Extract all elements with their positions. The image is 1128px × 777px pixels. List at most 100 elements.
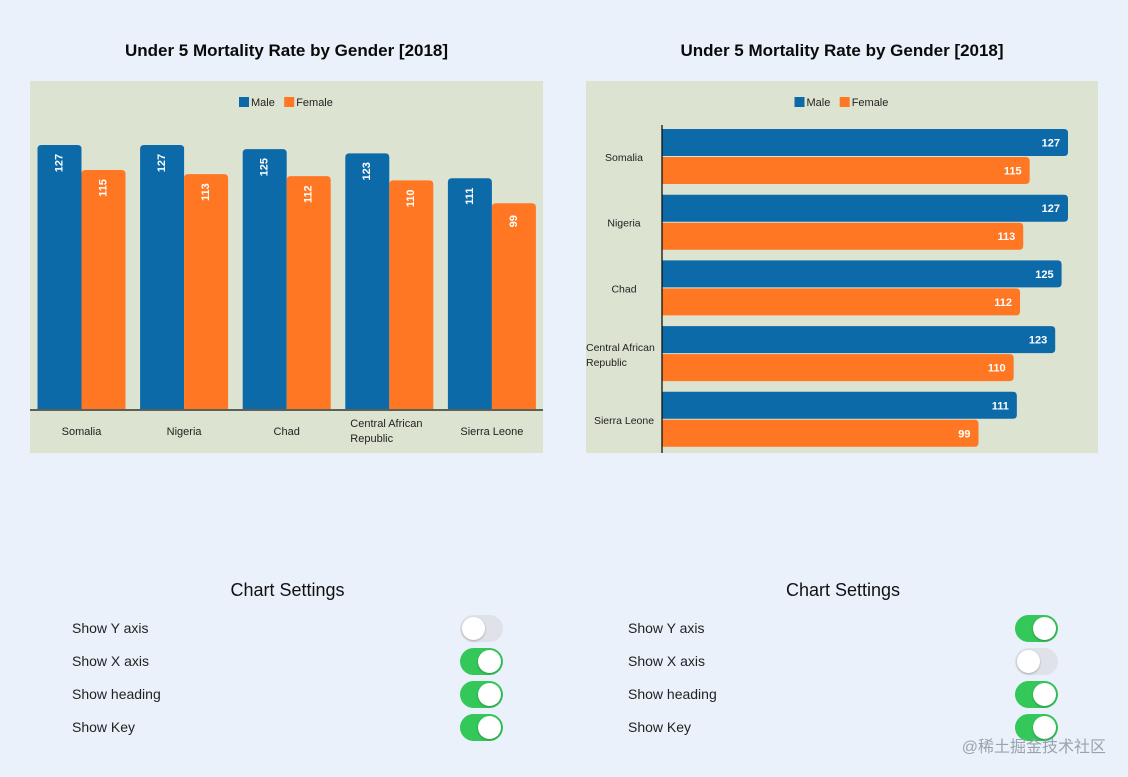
x-tick-label: Somalia — [62, 426, 103, 438]
bar-value-label: 127 — [1042, 138, 1060, 150]
y-tick-label: Nigeria — [607, 218, 640, 230]
toggle-show-heading[interactable] — [1015, 681, 1058, 708]
toggle-show-x-axis[interactable] — [1015, 648, 1058, 675]
y-tick-label: Chad — [611, 283, 636, 295]
setting-show-key: Show Key — [72, 714, 503, 742]
bar-female — [662, 419, 979, 447]
bar-value-label: 113 — [997, 231, 1015, 243]
y-tick-label: Sierra Leone — [594, 415, 654, 427]
legend-label-female: Female — [296, 97, 333, 109]
legend-label-female: Female — [852, 97, 889, 109]
bar-value-label: 111 — [464, 188, 476, 205]
setting-label: Show Key — [628, 719, 692, 735]
setting-label: Show Y axis — [72, 620, 149, 636]
legend-swatch-male — [794, 97, 805, 107]
watermark: @稀土掘金技术社区 — [961, 739, 1106, 756]
toggle-knob — [1017, 650, 1040, 673]
bar-value-label: 125 — [259, 158, 271, 176]
setting-show-x-axis: Show X axis — [72, 648, 503, 676]
setting-show-y-axis: Show Y axis — [628, 615, 1058, 643]
bar-value-label: 115 — [1004, 166, 1022, 178]
settings-title: Chart Settings — [785, 580, 901, 600]
chart-settings-left: Chart Settings Show Y axis Show X axis S… — [72, 580, 503, 750]
toggle-knob — [1033, 683, 1056, 706]
x-tick-label-line: Central African — [350, 418, 422, 430]
toggle-knob — [478, 716, 501, 739]
bar-value-label: 99 — [508, 215, 520, 227]
settings-title: Chart Settings — [230, 580, 345, 600]
vertical-bar-chart: Male Female 127 115 Somalia 127 113 Nigeria 125 1… — [30, 81, 543, 453]
bar-value-label: 127 — [53, 154, 65, 172]
bar-value-label: 110 — [988, 363, 1006, 375]
toggle-show-y-axis[interactable] — [1015, 615, 1058, 642]
y-tick-label-line: Republic — [586, 357, 627, 369]
chart-legend: Male Female — [794, 97, 889, 109]
bar-value-label: 112 — [994, 297, 1012, 309]
bar-male — [662, 194, 1068, 222]
vertical-bar-chart-svg: Male Female 127 115 Somalia 127 113 Nigeria 125 1… — [30, 81, 543, 453]
chart-title-right: Under 5 Mortality Rate by Gender [2018] — [680, 41, 1004, 60]
setting-show-key: Show Key — [628, 714, 1058, 742]
legend-label-male: Male — [807, 97, 831, 109]
bar-female — [184, 174, 229, 409]
horizontal-bar-chart-svg: Male Female 127 115 Somalia 127 113 Nigeria 125 1… — [586, 81, 1098, 453]
toggle-show-heading[interactable] — [460, 681, 503, 708]
bar-value-label: 113 — [200, 183, 212, 201]
bar-male — [140, 145, 185, 409]
bar-value-label: 123 — [361, 162, 373, 180]
toggle-knob — [478, 650, 501, 673]
setting-label: Show Key — [72, 719, 136, 735]
toggle-show-key[interactable] — [1015, 714, 1058, 741]
bar-male — [242, 149, 287, 409]
bar-male — [662, 326, 1056, 354]
toggle-knob — [1033, 617, 1056, 640]
bar-male — [345, 153, 390, 409]
bar-value-label: 111 — [992, 400, 1009, 412]
bar-male — [662, 129, 1068, 156]
chart-title-left: Under 5 Mortality Rate by Gender [2018] — [124, 41, 449, 60]
bar-male — [37, 145, 82, 409]
bar-value-label: 99 — [958, 428, 970, 440]
x-tick-label: Nigeria — [167, 426, 203, 438]
bar-female — [662, 157, 1030, 184]
setting-label: Show heading — [628, 686, 717, 702]
bar-female — [662, 288, 1021, 316]
legend-swatch-female — [839, 97, 850, 107]
bar-value-label: 112 — [303, 185, 315, 203]
bar-value-label: 125 — [1035, 269, 1053, 281]
y-tick-label: Somalia — [605, 152, 643, 164]
bar-value-label: 127 — [156, 154, 168, 172]
setting-show-heading: Show heading — [628, 681, 1058, 709]
bar-male — [447, 178, 492, 409]
bar-female — [662, 222, 1024, 250]
toggle-show-x-axis[interactable] — [460, 648, 503, 675]
x-tick-label: Chad — [274, 426, 300, 438]
bar-female — [491, 203, 536, 409]
toggle-show-y-axis[interactable] — [460, 615, 503, 642]
chart-settings-right: Chart Settings Show Y axis Show X axis S… — [628, 580, 1058, 750]
toggle-knob — [478, 683, 501, 706]
x-tick-label: Sierra Leone — [460, 426, 523, 438]
setting-label: Show heading — [72, 686, 161, 702]
legend-label-male: Male — [251, 97, 275, 109]
bar-value-label: 115 — [97, 179, 109, 197]
toggle-show-key[interactable] — [460, 714, 503, 741]
legend-swatch-female — [284, 97, 295, 107]
bar-female — [389, 180, 434, 409]
bar-value-label: 123 — [1029, 335, 1047, 347]
bar-male — [662, 391, 1017, 419]
bar-female — [286, 176, 331, 409]
x-tick-label: Central African Republic — [350, 418, 422, 445]
setting-label: Show X axis — [72, 653, 150, 669]
y-tick-label: Central African Republic — [586, 342, 655, 369]
setting-show-heading: Show heading — [72, 681, 503, 709]
bar-female — [662, 354, 1014, 382]
setting-show-y-axis: Show Y axis — [72, 615, 503, 643]
y-tick-label-line: Central African — [586, 342, 655, 354]
bar-value-label: 127 — [1042, 203, 1060, 215]
setting-show-x-axis: Show X axis — [628, 648, 1058, 676]
horizontal-bar-chart: Male Female 127 115 Somalia 127 113 Nigeria 125 1… — [586, 81, 1098, 453]
x-tick-label-line: Republic — [350, 433, 393, 445]
chart-legend: Male Female — [239, 97, 333, 109]
setting-label: Show Y axis — [628, 620, 705, 636]
